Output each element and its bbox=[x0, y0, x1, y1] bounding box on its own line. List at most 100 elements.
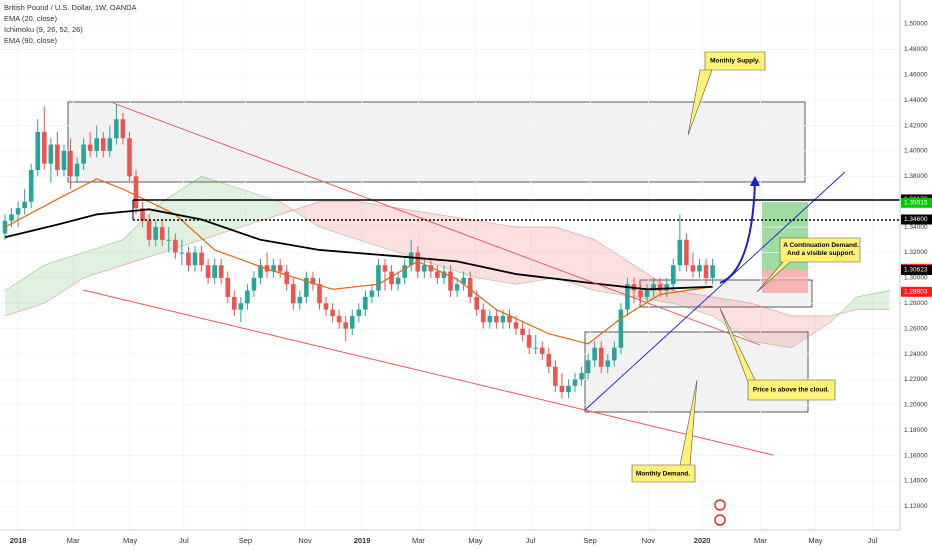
y-tick-label: 1.50000 bbox=[904, 21, 928, 28]
y-tick-label: 1.22000 bbox=[904, 376, 928, 383]
y-tick-label: 1.16000 bbox=[904, 452, 928, 459]
candle-body bbox=[454, 284, 460, 291]
cloud-segment bbox=[751, 303, 792, 348]
candle-body bbox=[605, 360, 611, 367]
indicator-label: Ichimoku (9, 26, 52, 26) bbox=[4, 25, 83, 34]
arrow-head bbox=[750, 176, 760, 186]
x-tick-label: May bbox=[808, 536, 822, 545]
candle-body bbox=[179, 252, 185, 254]
candle-body bbox=[81, 144, 86, 164]
candle-body bbox=[61, 150, 67, 170]
candle-body bbox=[186, 252, 191, 266]
candle-body bbox=[48, 144, 54, 164]
candle-body bbox=[422, 265, 427, 272]
projection-arrow bbox=[719, 181, 756, 284]
candle-body bbox=[232, 296, 237, 310]
supply-zone bbox=[67, 101, 806, 183]
candle-body bbox=[94, 138, 100, 151]
indicator-label: EMA (20, close) bbox=[4, 14, 57, 23]
candle-body bbox=[153, 227, 158, 240]
x-tick-label: 2018 bbox=[10, 536, 27, 545]
y-tick-label: 1.30000 bbox=[904, 275, 928, 282]
ema-line bbox=[4, 178, 713, 345]
candle-body bbox=[585, 360, 591, 374]
candle-body bbox=[74, 163, 80, 177]
candle-body bbox=[120, 119, 126, 139]
candle-body bbox=[566, 385, 571, 393]
event-icon[interactable] bbox=[714, 514, 726, 526]
x-tick-label: Sep bbox=[239, 536, 252, 545]
candle-body bbox=[245, 290, 250, 304]
candle-body bbox=[323, 303, 329, 310]
candle-body bbox=[618, 309, 624, 348]
candle-body bbox=[487, 315, 493, 323]
candle-body bbox=[271, 265, 276, 272]
x-tick-label: Mar bbox=[67, 536, 80, 545]
candle-body bbox=[35, 131, 41, 170]
callout-text: A Continuation Demand. And a visible sup… bbox=[783, 242, 859, 257]
y-tick-label: 1.24000 bbox=[904, 351, 928, 358]
candle-body bbox=[638, 290, 643, 297]
y-tick-label: 1.44000 bbox=[904, 97, 928, 104]
cloud-segment bbox=[240, 189, 281, 228]
candle-body bbox=[657, 284, 663, 291]
cloud-segment bbox=[162, 176, 202, 253]
ema-line bbox=[4, 208, 713, 291]
candle-body bbox=[28, 169, 34, 202]
x-tick-label: Nov bbox=[642, 536, 656, 545]
y-tick-label: 1.20000 bbox=[904, 402, 928, 409]
candle-body bbox=[710, 265, 715, 278]
candle-body bbox=[703, 265, 709, 278]
callout bbox=[687, 51, 766, 136]
candle-body bbox=[166, 239, 172, 241]
candle-body bbox=[146, 220, 152, 240]
candle-body bbox=[87, 144, 93, 151]
y-tick-label: 1.34000 bbox=[904, 224, 928, 231]
cloud-segment bbox=[4, 265, 45, 316]
event-icon[interactable] bbox=[714, 499, 726, 511]
candle-body bbox=[448, 271, 453, 291]
candle-body bbox=[363, 296, 368, 310]
cloud-segment bbox=[437, 214, 477, 278]
candle-body bbox=[572, 379, 578, 386]
price-tag bbox=[901, 214, 932, 225]
candle-body bbox=[284, 271, 290, 285]
cloud-line bbox=[4, 175, 890, 349]
price-tag bbox=[901, 286, 932, 297]
candle-body bbox=[389, 271, 394, 285]
candle-body bbox=[205, 265, 211, 278]
candle-body bbox=[507, 315, 512, 323]
x-tick-label: Mar bbox=[412, 536, 425, 545]
callout-text: Monthly Supply. bbox=[710, 58, 760, 65]
candle-body bbox=[218, 265, 224, 278]
candle-body bbox=[402, 265, 407, 278]
price-tag-label: 1.28903 bbox=[904, 289, 928, 296]
axes: 1.50000 1.48000 1.46000 1.44000 1.42000 1.400… bbox=[10, 21, 932, 545]
cloud-segment bbox=[555, 227, 595, 291]
candle-body bbox=[9, 214, 14, 221]
cloud-segment bbox=[358, 201, 399, 253]
candle-body bbox=[625, 284, 630, 310]
candle-body bbox=[277, 265, 283, 272]
candle-body bbox=[435, 271, 440, 278]
candle-body bbox=[441, 271, 447, 278]
candle-body bbox=[343, 322, 348, 329]
candle-body bbox=[539, 347, 545, 355]
candle-body bbox=[225, 277, 231, 297]
x-tick-label: May bbox=[468, 536, 482, 545]
x-tick-label: Nov bbox=[298, 536, 312, 545]
candle-body bbox=[251, 277, 257, 291]
candle-body bbox=[500, 315, 506, 323]
candle-body bbox=[310, 277, 316, 285]
candle-body bbox=[644, 290, 650, 297]
candle-body bbox=[579, 373, 584, 380]
y-tick-label: 1.40000 bbox=[904, 148, 928, 155]
y-tick-label: 1.18000 bbox=[904, 427, 928, 434]
cloud-segment bbox=[201, 176, 241, 240]
candle-body bbox=[140, 208, 145, 221]
candle-body bbox=[395, 277, 401, 285]
cloud-segment bbox=[516, 227, 556, 285]
candle-body bbox=[651, 284, 656, 291]
trend-line bbox=[82, 289, 774, 456]
